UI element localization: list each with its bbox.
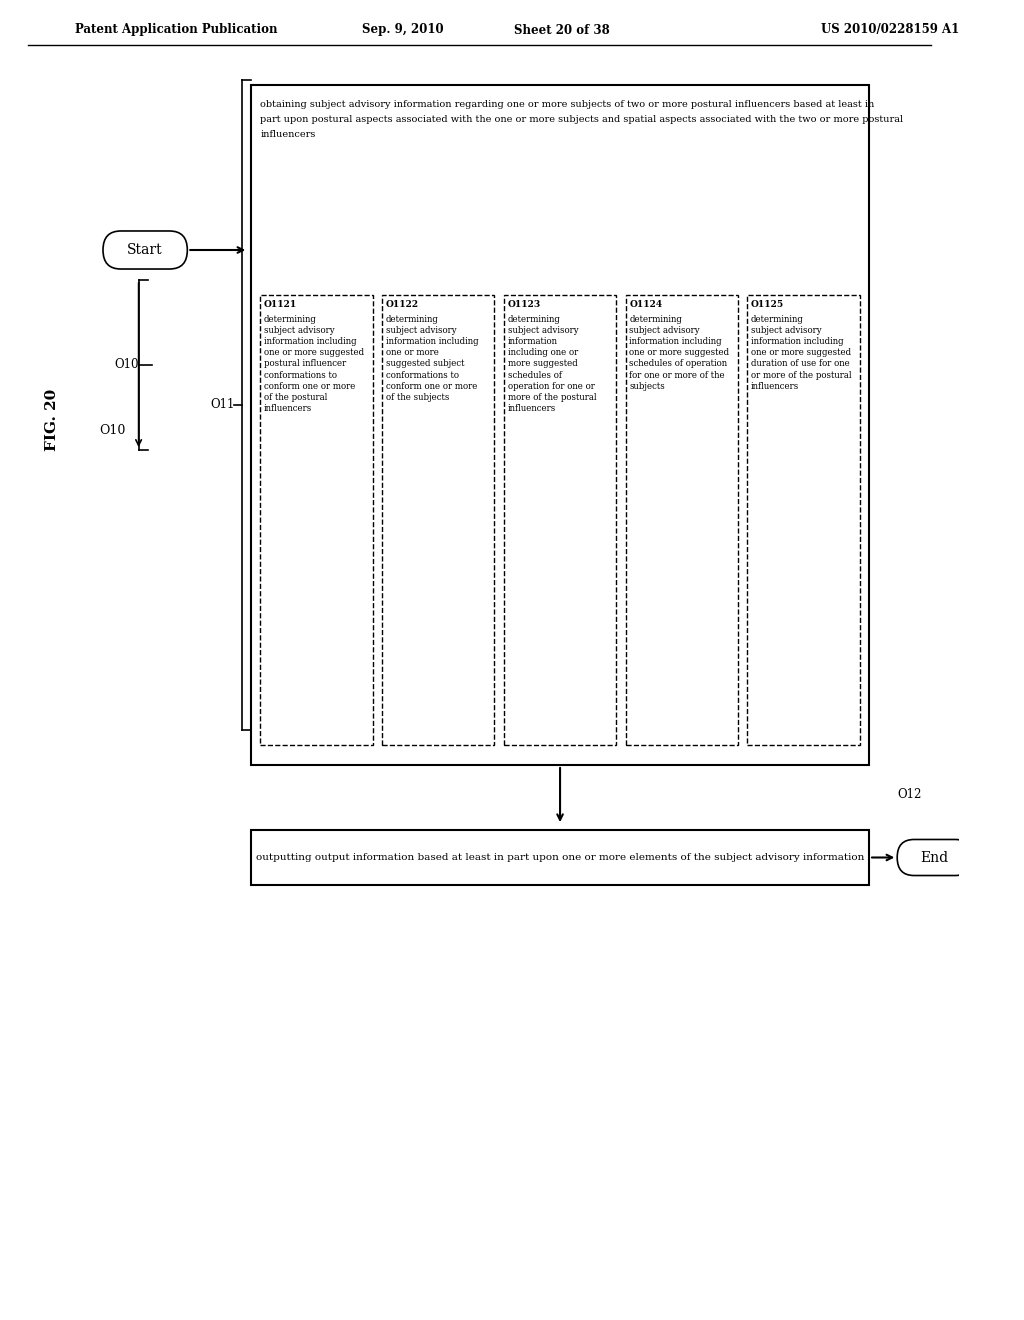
Bar bbox=[260, 294, 373, 744]
Bar bbox=[251, 830, 869, 884]
Bar bbox=[251, 84, 869, 766]
FancyBboxPatch shape bbox=[897, 840, 972, 875]
Text: determining
subject advisory
information including
one or more
suggested subject: determining subject advisory information… bbox=[386, 315, 478, 401]
Text: obtaining subject advisory information regarding one or more subjects of two or : obtaining subject advisory information r… bbox=[260, 100, 874, 110]
Text: O1122: O1122 bbox=[386, 300, 419, 309]
Bar bbox=[382, 294, 495, 744]
Text: part upon postural aspects associated with the one or more subjects and spatial : part upon postural aspects associated wi… bbox=[260, 115, 903, 124]
Text: O1125: O1125 bbox=[752, 300, 784, 309]
Text: determining
subject advisory
information including
one or more suggested
schedul: determining subject advisory information… bbox=[630, 315, 729, 391]
Text: O1123: O1123 bbox=[508, 300, 541, 309]
Text: Patent Application Publication: Patent Application Publication bbox=[75, 24, 278, 37]
Text: Sep. 9, 2010: Sep. 9, 2010 bbox=[361, 24, 443, 37]
Text: Start: Start bbox=[127, 243, 163, 257]
FancyBboxPatch shape bbox=[103, 231, 187, 269]
Text: determining
subject advisory
information including
one or more suggested
postura: determining subject advisory information… bbox=[264, 315, 365, 413]
Text: influencers: influencers bbox=[260, 129, 315, 139]
Text: O11: O11 bbox=[211, 399, 236, 412]
Text: O12: O12 bbox=[897, 788, 922, 801]
Text: O1124: O1124 bbox=[630, 300, 663, 309]
Text: US 2010/0228159 A1: US 2010/0228159 A1 bbox=[820, 24, 958, 37]
Text: O10: O10 bbox=[115, 359, 138, 371]
Bar bbox=[504, 294, 616, 744]
Bar bbox=[748, 294, 860, 744]
Text: O10: O10 bbox=[99, 424, 126, 437]
Text: Sheet 20 of 38: Sheet 20 of 38 bbox=[514, 24, 610, 37]
Text: determining
subject advisory
information including
one or more suggested
duratio: determining subject advisory information… bbox=[752, 315, 852, 391]
Text: determining
subject advisory
information
including one or
more suggested
schedul: determining subject advisory information… bbox=[508, 315, 596, 413]
Text: outputting output information based at least in part upon one or more elements o: outputting output information based at l… bbox=[256, 853, 864, 862]
Text: End: End bbox=[921, 850, 949, 865]
Bar bbox=[626, 294, 738, 744]
Text: FIG. 20: FIG. 20 bbox=[44, 389, 58, 451]
Text: O1121: O1121 bbox=[264, 300, 297, 309]
